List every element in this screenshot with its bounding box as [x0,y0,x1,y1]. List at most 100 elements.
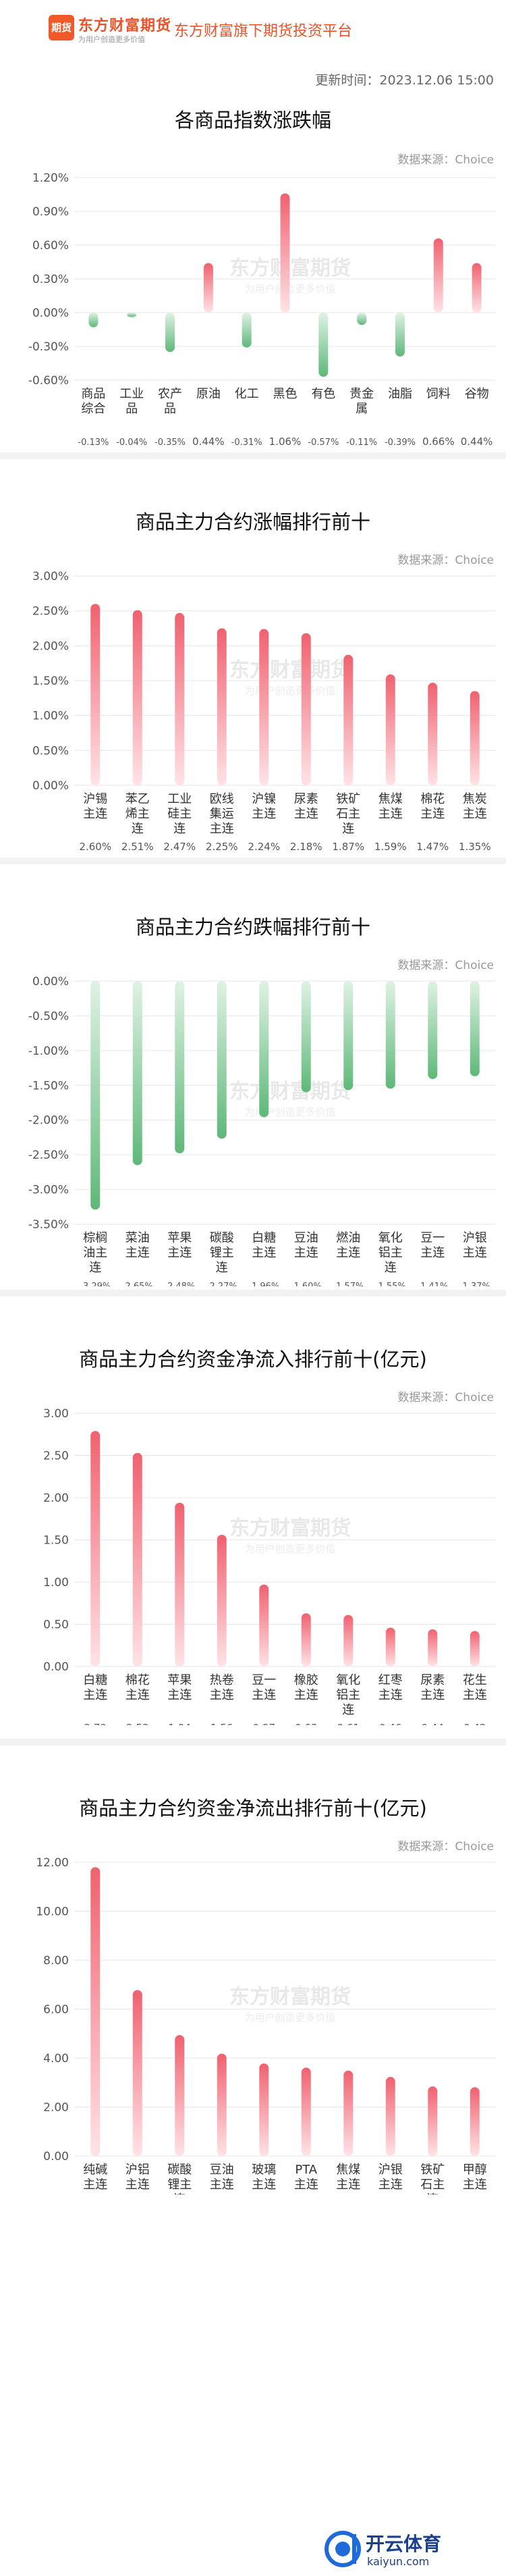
category-label: 碳酸锂主连 [210,1231,234,1275]
bar [301,2068,311,2156]
footer-url: kaiyun.com [367,2555,429,2568]
y-tick-label: 10.00 [36,1905,69,1919]
value-label: 0.44 [422,1722,444,1725]
category-label: 橡胶主连 [294,1673,318,1702]
value-label: 0.63 [295,1722,317,1725]
bar [472,263,482,313]
bar [318,313,329,377]
value-label: 1.35% [459,841,491,853]
bar [280,193,290,313]
category-label: 铁矿石主连 [420,2163,445,2194]
bar [132,1452,142,1666]
category-label: 豆油主连 [210,2163,234,2192]
category-label: 棕榈油主连 [83,1231,107,1275]
footer-logo[interactable]: 开云体育 kaiyun.com [322,2529,498,2569]
data-source-label: 数据来源：Choice [397,959,494,972]
value-label: 2.47% [163,841,196,853]
bar [175,981,185,1154]
y-tick-label: 12.00 [36,1856,69,1870]
bar [470,2087,480,2156]
value-label: 1.59% [374,841,407,853]
footer-brand: 开云体育 [366,2533,441,2555]
platform-name: 东方财富旗下期货投资平台 [174,23,353,40]
page-header: 期货 东方财富期货 为用户创造更多价值 东方财富旗下期货投资平台 [0,0,506,65]
value-label: 2.60% [79,841,111,853]
y-tick-label: 2.00% [32,639,69,653]
bar [175,2034,185,2156]
watermark-slogan: 为用户创造更多价值 [244,1106,335,1118]
category-label: 尿素主连 [294,792,318,821]
section-divider [0,1739,506,1745]
value-label: -1.96% [248,1282,279,1286]
category-label: 白糖主连 [252,1231,276,1260]
value-label: -0.31% [231,438,262,448]
y-tick-label: -0.50% [28,1009,69,1023]
chart-title: 商品主力合约资金净流出排行前十(亿元) [79,1797,427,1820]
bar [301,981,311,1093]
bar [470,981,480,1076]
watermark-text: 东方财富期货 [229,257,351,280]
watermark-text: 东方财富期货 [229,1517,351,1540]
category-label: 热卷主连 [210,1673,234,1702]
category-label: 贵金属 [349,387,374,416]
category-label: 棉花主连 [125,1673,150,1702]
section-divider [0,858,506,864]
bar [343,2070,354,2156]
bar [428,683,438,785]
y-tick-label: -0.30% [28,340,69,354]
value-label: -2.48% [164,1282,195,1286]
bar [357,313,367,325]
value-label: 2.79 [84,1722,107,1725]
y-tick-label: -3.50% [28,1218,69,1232]
y-tick-label: 0.00% [32,779,69,793]
bar [217,981,227,1139]
chart-title: 商品主力合约资金净流入排行前十(亿元) [79,1348,427,1371]
value-label: 2.18% [290,841,322,853]
category-label: 化工 [235,387,259,401]
bar [127,313,137,317]
category-label: 苹果主连 [167,1231,192,1260]
kaiyun-logo-icon [325,2531,361,2567]
y-tick-label: 1.20% [32,172,69,185]
bar [385,981,395,1089]
category-label: 沪铝主连 [125,2163,150,2192]
bar [88,313,99,327]
bar [433,238,443,313]
bar [428,2086,438,2156]
y-tick-label: -1.00% [28,1045,69,1058]
category-label: 白糖主连 [83,1673,107,1702]
chart-title: 各商品指数涨跌幅 [174,109,331,132]
section-divider [0,1290,506,1296]
category-label: 红枣主连 [378,1673,403,1702]
bar [175,612,185,785]
bar [203,263,213,313]
category-label: 纯碱主连 [83,2163,107,2192]
y-tick-label: 0.00% [32,307,69,320]
bar [175,1502,185,1666]
value-label: 0.46 [379,1722,401,1725]
bar [301,1613,311,1666]
data-source-label: 数据来源：Choice [397,153,494,167]
category-label: PTA 主连 [294,2163,318,2192]
value-label: -0.35% [154,438,186,448]
watermark-slogan: 为用户创造更多价值 [244,685,335,697]
logo-slogan: 为用户创造更多价值 [78,35,145,44]
y-tick-label: 0.00 [43,2150,69,2163]
value-label: 2.53 [126,1722,148,1725]
value-label: 0.66% [422,436,455,448]
value-label: -3.29% [80,1282,111,1286]
y-tick-label: 6.00 [43,2003,69,2017]
y-tick-label: 1.00% [32,710,69,723]
category-label: 沪锡主连 [83,792,107,821]
value-label: -0.11% [346,438,377,448]
category-label: 黑色 [273,387,298,401]
bar [242,313,252,348]
logo-badge: 期货 [49,15,74,41]
value-label: -1.41% [417,1282,448,1286]
bar [132,1990,142,2156]
value-label: -1.60% [291,1282,322,1286]
value-label: -0.39% [385,438,416,448]
